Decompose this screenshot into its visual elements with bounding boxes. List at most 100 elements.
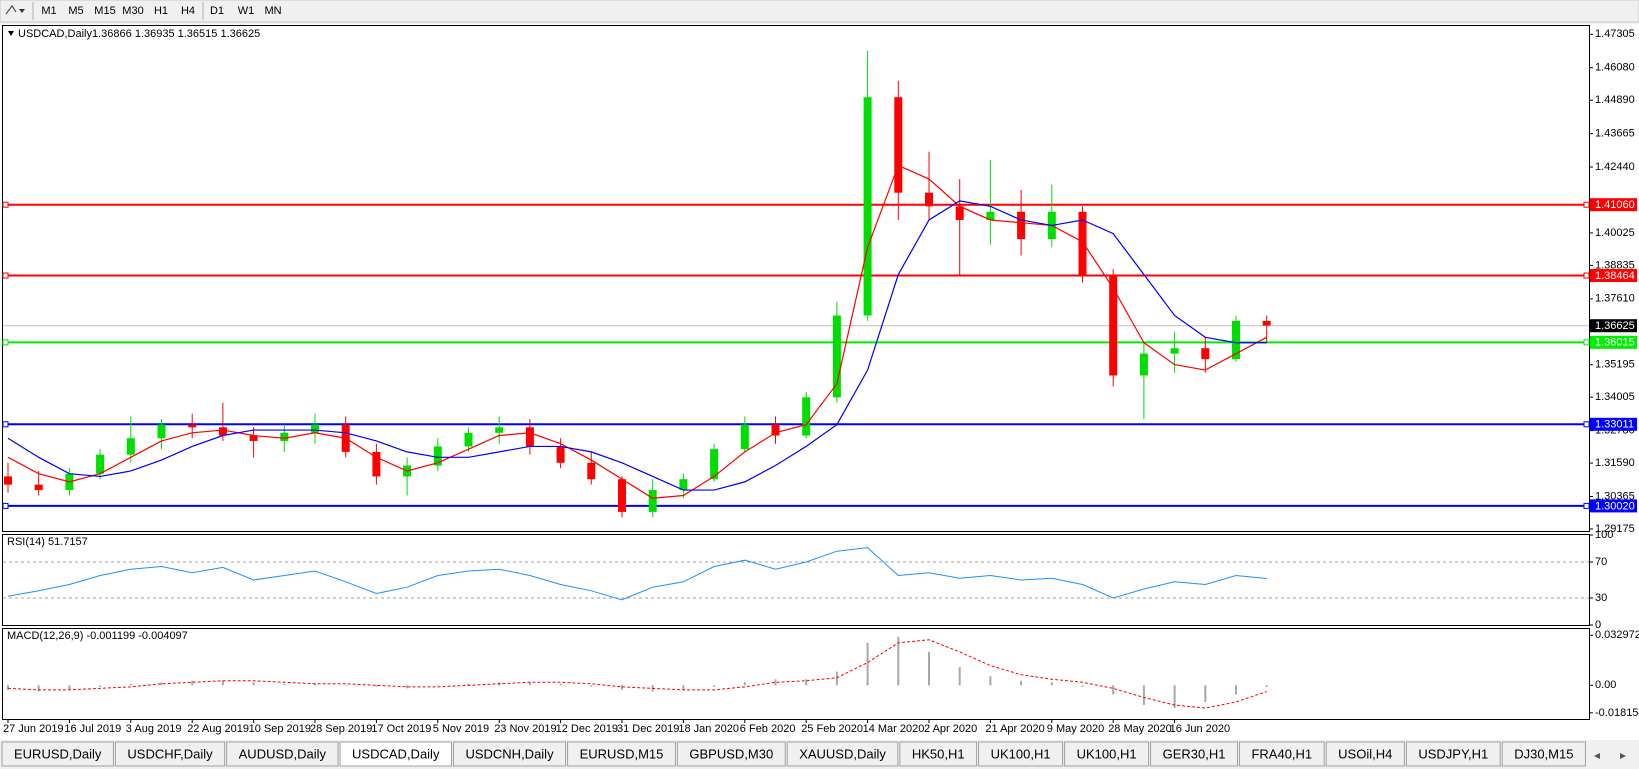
tab-label[interactable]: EURUSD,M15 bbox=[580, 746, 664, 761]
level-handle bbox=[1583, 502, 1590, 509]
tab-label[interactable]: EURUSD,Daily bbox=[14, 746, 102, 761]
tab[interactable] bbox=[339, 741, 452, 767]
candle-body bbox=[1109, 274, 1118, 376]
y-tick-label: -0.018154 bbox=[1595, 707, 1639, 719]
y-tick-label: 100 bbox=[1595, 529, 1613, 541]
tab-label[interactable]: USDCNH,Daily bbox=[465, 746, 554, 761]
x-tick-label: 23 Nov 2019 bbox=[494, 723, 556, 735]
tab-label[interactable]: AUDUSD,Daily bbox=[239, 746, 327, 761]
macd-bar bbox=[1235, 685, 1237, 695]
tab[interactable] bbox=[1, 741, 114, 767]
candle-body bbox=[955, 206, 964, 220]
tab-label[interactable]: GER30,H1 bbox=[1163, 746, 1226, 761]
timeframe-button[interactable]: M1 bbox=[41, 5, 56, 17]
candle-body bbox=[311, 424, 319, 433]
x-tick-label: 2 Apr 2020 bbox=[924, 723, 977, 735]
timeframe-button[interactable]: M5 bbox=[68, 5, 83, 17]
timeframe-button[interactable]: M30 bbox=[122, 5, 143, 17]
tab[interactable] bbox=[1325, 741, 1405, 767]
candle-body bbox=[4, 476, 12, 485]
tab[interactable] bbox=[114, 741, 226, 767]
rsi-panel bbox=[2, 534, 1590, 626]
tab[interactable] bbox=[676, 741, 786, 767]
macd-bar bbox=[682, 685, 685, 690]
timeframe-button[interactable]: H4 bbox=[181, 5, 195, 17]
tab[interactable] bbox=[1405, 741, 1501, 767]
tab[interactable] bbox=[226, 741, 339, 767]
tab-label[interactable]: DJ30,M15 bbox=[1514, 746, 1573, 761]
level-handle bbox=[2, 272, 9, 279]
candle-body bbox=[157, 424, 166, 439]
header-arrow[interactable] bbox=[8, 31, 14, 36]
tab-label[interactable]: GBPUSD,M30 bbox=[689, 746, 773, 761]
macd-bar bbox=[99, 685, 102, 687]
tab-label[interactable]: XAUUSD,Daily bbox=[799, 746, 886, 761]
x-tick-label: 14 Mar 2020 bbox=[863, 723, 925, 735]
last-price-bg bbox=[1590, 319, 1637, 333]
level-handle bbox=[2, 502, 9, 509]
timeframe-button[interactable]: D1 bbox=[210, 5, 224, 17]
candle-body bbox=[740, 424, 749, 450]
candle-body bbox=[1139, 353, 1148, 376]
y-tick-label: 1.30365 bbox=[1595, 490, 1635, 502]
macd-bar bbox=[221, 680, 224, 686]
timeframe-button[interactable]: MN bbox=[264, 5, 281, 17]
tab[interactable] bbox=[786, 741, 899, 767]
tab-label[interactable]: USDJPY,H1 bbox=[1418, 746, 1488, 761]
x-tick-label: 3 Aug 2019 bbox=[126, 723, 182, 735]
macd-bar bbox=[283, 683, 286, 686]
tab[interactable] bbox=[899, 741, 978, 767]
tab[interactable] bbox=[452, 741, 567, 767]
candle-body bbox=[925, 192, 933, 207]
candle-body bbox=[710, 449, 719, 480]
tab-label[interactable]: UK100,H1 bbox=[991, 746, 1051, 761]
level-handle bbox=[2, 421, 9, 428]
quote: 1.36866 1.36935 1.36515 1.36625 bbox=[92, 28, 260, 40]
candle-body bbox=[464, 432, 473, 447]
tab[interactable] bbox=[1150, 741, 1238, 767]
candle-body bbox=[372, 451, 381, 477]
tab[interactable] bbox=[567, 741, 676, 767]
macd-bar bbox=[1204, 685, 1207, 703]
tab-label[interactable]: USDCAD,Daily bbox=[352, 746, 440, 761]
tab-label[interactable]: UK100,H1 bbox=[1077, 746, 1137, 761]
macd-bar bbox=[743, 682, 746, 686]
macd-bar bbox=[1020, 680, 1023, 686]
level-handle bbox=[2, 339, 9, 346]
macd-bar bbox=[1265, 685, 1268, 688]
tab[interactable] bbox=[1238, 741, 1325, 767]
tab[interactable] bbox=[1501, 741, 1586, 767]
tab-label[interactable]: USDCHF,Daily bbox=[127, 746, 213, 761]
x-tick-label: 12 Dec 2019 bbox=[556, 723, 618, 735]
tab-label[interactable]: FRA40,H1 bbox=[1251, 746, 1312, 761]
x-tick-label: 28 Sep 2019 bbox=[310, 723, 372, 735]
candle-body bbox=[1017, 211, 1026, 240]
timeframe-button[interactable]: W1 bbox=[238, 5, 255, 17]
macd-bar bbox=[989, 676, 992, 686]
tab-label[interactable]: USOil,H4 bbox=[1338, 746, 1392, 761]
y-tick-label: 1.37610 bbox=[1595, 293, 1635, 305]
y-tick-label: 1.29175 bbox=[1595, 523, 1635, 535]
y-tick-label: 1.44890 bbox=[1595, 94, 1635, 106]
candle-body bbox=[188, 424, 197, 428]
toolbar-dropdown[interactable] bbox=[19, 9, 25, 13]
tab[interactable] bbox=[1064, 741, 1150, 767]
level-label: 1.41060 bbox=[1595, 199, 1635, 211]
x-tick-label: 22 Aug 2019 bbox=[187, 723, 249, 735]
macd-bar bbox=[467, 683, 470, 686]
macd-bar bbox=[436, 685, 439, 686]
tab-label[interactable]: HK50,H1 bbox=[912, 746, 965, 761]
macd-bar bbox=[1142, 685, 1145, 706]
candle-body bbox=[218, 427, 227, 436]
timeframe-button[interactable]: H1 bbox=[154, 5, 168, 17]
tab[interactable] bbox=[978, 741, 1064, 767]
macd-bar bbox=[191, 680, 194, 686]
toolbar-icon[interactable] bbox=[5, 5, 17, 15]
x-tick-label: 6 Feb 2020 bbox=[740, 723, 796, 735]
macd-bar bbox=[1112, 685, 1115, 695]
level-label-bg bbox=[1590, 269, 1637, 283]
macd-bar bbox=[866, 642, 869, 686]
level-label-bg bbox=[1590, 335, 1637, 349]
level-handle bbox=[2, 201, 9, 208]
timeframe-button[interactable]: M15 bbox=[94, 5, 115, 17]
